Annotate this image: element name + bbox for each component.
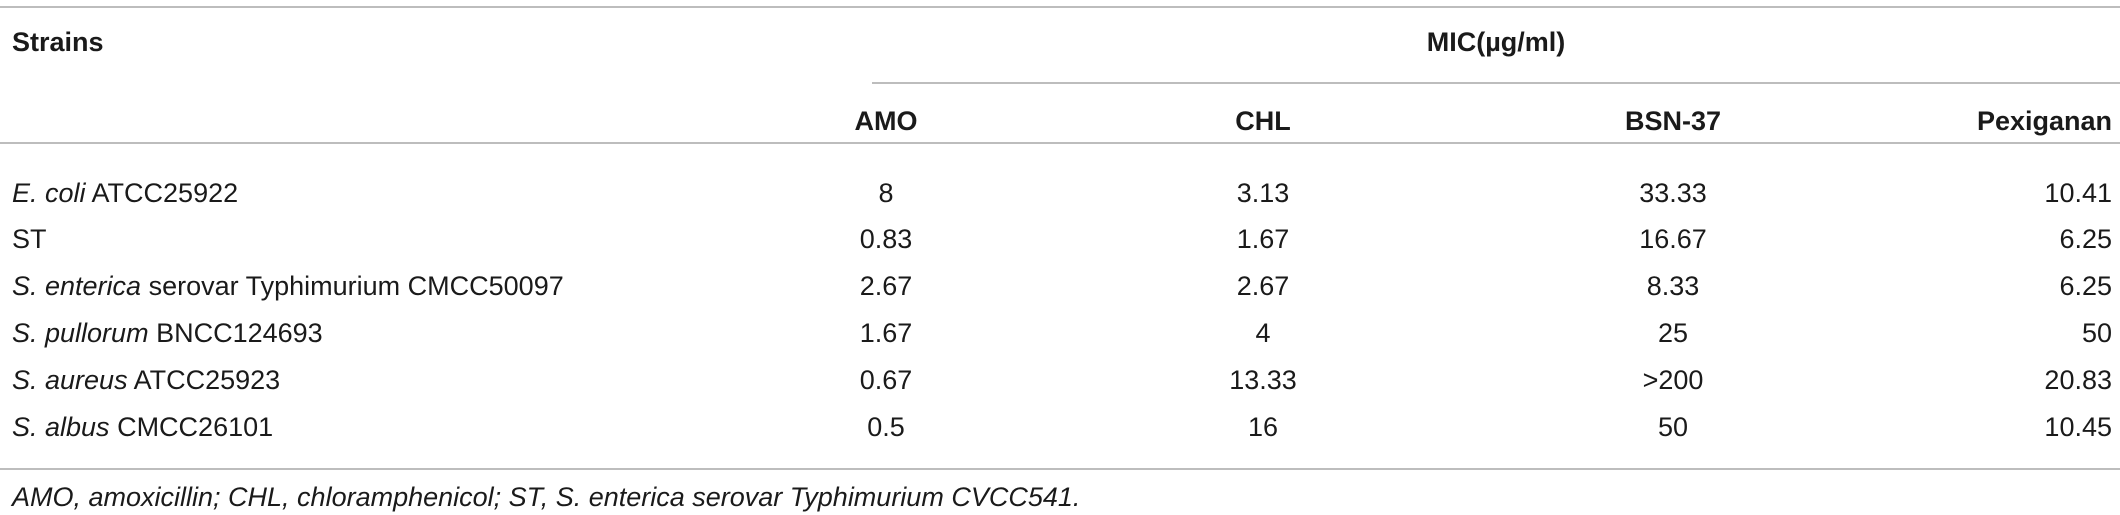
table-cell-amo: 8 bbox=[878, 178, 894, 208]
strain-name: S. pullorum BNCC124693 bbox=[12, 317, 323, 349]
strains-header: Strains bbox=[12, 27, 104, 57]
column-header-amo: AMO bbox=[854, 106, 918, 136]
strain-name-rest: ATCC25923 bbox=[127, 365, 281, 395]
strain-name-italic: S. albus bbox=[12, 412, 110, 442]
table-cell-pexiganan: 6.25 bbox=[2059, 271, 2112, 301]
table-cell-amo: 1.67 bbox=[859, 318, 913, 348]
strain-name: S. aureus ATCC25923 bbox=[12, 364, 280, 396]
table-cell-pexiganan: 10.41 bbox=[2044, 178, 2112, 208]
table-cell-chl: 16 bbox=[1247, 412, 1279, 442]
column-header-chl: CHL bbox=[1235, 106, 1291, 136]
strain-name-italic: E. coli bbox=[12, 178, 86, 208]
table-cell-bsn37: 25 bbox=[1657, 318, 1689, 348]
table-cell-chl: 13.33 bbox=[1229, 365, 1297, 395]
strain-name-italic: S. aureus bbox=[12, 365, 128, 395]
strain-name-italic: S. pullorum bbox=[12, 318, 149, 348]
strain-name: ST bbox=[12, 223, 47, 255]
table-cell-amo: 0.67 bbox=[859, 365, 913, 395]
strain-name-rest: CMCC26101 bbox=[109, 412, 274, 442]
table-cell-bsn37: 33.33 bbox=[1639, 178, 1707, 208]
table-cell-chl: 1.67 bbox=[1236, 224, 1290, 254]
table-cell-pexiganan: 6.25 bbox=[2059, 224, 2112, 254]
table-top-rule bbox=[0, 6, 2120, 8]
table-cell-amo: 0.5 bbox=[867, 412, 905, 442]
table-cell-chl: 4 bbox=[1255, 318, 1271, 348]
column-header-bsn37: BSN-37 bbox=[1624, 106, 1722, 136]
table-cell-amo: 2.67 bbox=[859, 271, 913, 301]
table-cell-bsn37: >200 bbox=[1642, 365, 1704, 395]
table-cell-chl: 3.13 bbox=[1236, 178, 1290, 208]
table-cell-chl: 2.67 bbox=[1236, 271, 1290, 301]
strain-name: S. enterica serovar Typhimurium CMCC5009… bbox=[12, 270, 564, 302]
strain-name-rest: ATCC25922 bbox=[85, 178, 239, 208]
header-bottom-rule bbox=[0, 142, 2120, 144]
table-footnote: AMO, amoxicillin; CHL, chloramphenicol; … bbox=[12, 482, 1081, 512]
table-cell-pexiganan: 50 bbox=[2081, 318, 2112, 348]
mic-header: MIC(µg/ml) bbox=[1426, 27, 1566, 57]
table-cell-pexiganan: 10.45 bbox=[2044, 412, 2112, 442]
column-header-pexiganan: Pexiganan bbox=[1976, 106, 2112, 136]
strain-name: E. coli ATCC25922 bbox=[12, 177, 238, 209]
strain-name-italic: S. enterica bbox=[12, 271, 142, 301]
table-cell-bsn37: 50 bbox=[1657, 412, 1689, 442]
strain-name-rest: BNCC124693 bbox=[148, 318, 323, 348]
strain-name-rest: ST bbox=[12, 224, 47, 254]
strain-name-rest: serovar Typhimurium CMCC50097 bbox=[141, 271, 564, 301]
table-cell-amo: 0.83 bbox=[859, 224, 913, 254]
strain-name: S. albus CMCC26101 bbox=[12, 411, 273, 443]
table-cell-pexiganan: 20.83 bbox=[2044, 365, 2112, 395]
table-cell-bsn37: 8.33 bbox=[1646, 271, 1700, 301]
mic-subheader-rule bbox=[872, 82, 2120, 84]
table-bottom-rule bbox=[0, 468, 2120, 470]
table-cell-bsn37: 16.67 bbox=[1639, 224, 1707, 254]
